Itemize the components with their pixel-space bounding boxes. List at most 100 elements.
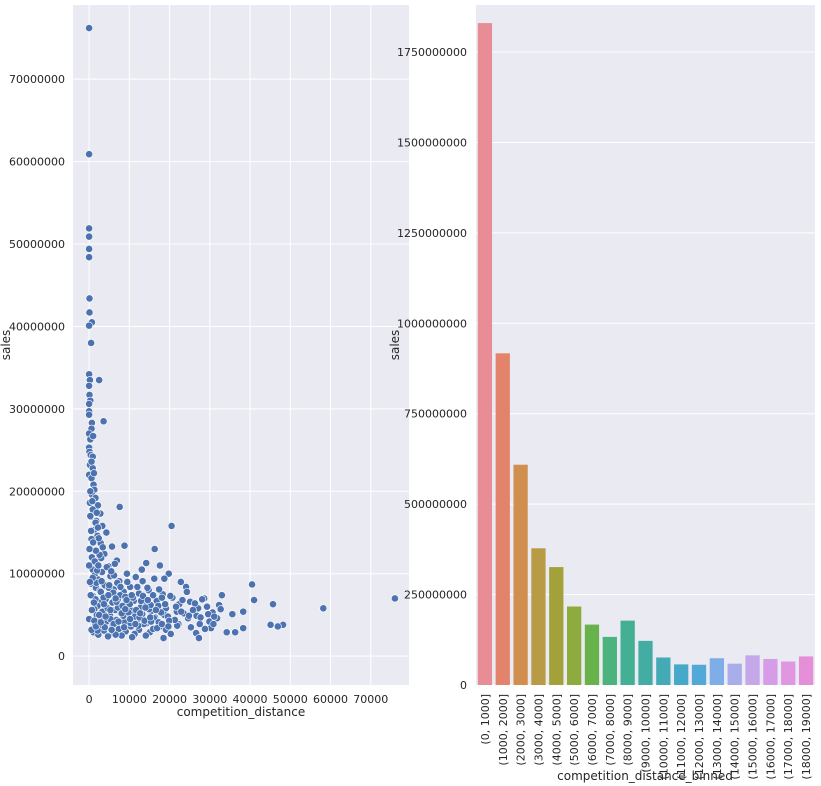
scatter-point <box>250 596 258 605</box>
bar <box>656 657 671 685</box>
bar-series <box>477 23 814 686</box>
scatter-point <box>273 622 282 631</box>
scatter-point <box>123 569 131 578</box>
scatter-point <box>99 417 108 426</box>
scatter-point <box>121 605 130 614</box>
bar <box>513 464 528 685</box>
scatter-point <box>122 596 131 605</box>
scatter-point <box>90 469 98 478</box>
scatter-point <box>114 617 123 626</box>
scatter-point <box>131 573 140 581</box>
scatter-point <box>85 308 94 317</box>
scatter-point <box>85 321 93 330</box>
scatter-y-tick-labels: 0 10000000 20000000 30000000 40000000 5000000… <box>9 73 65 663</box>
scatter-point <box>239 624 248 633</box>
scatter-point <box>195 634 203 642</box>
scatter-y-tick-label: 30000000 <box>9 403 65 416</box>
bar-y-tick-label: 1500000000 <box>397 136 467 149</box>
scatter-points <box>85 24 399 642</box>
scatter-point <box>98 543 107 552</box>
scatter-x-axis-label: competition_distance <box>177 705 306 719</box>
scatter-point <box>248 580 256 589</box>
bar-y-tick-label: 1750000000 <box>397 46 467 59</box>
bar-x-tick-labels: (0, 1000] (1000, 2000] (2000, 3000] (3000, … <box>479 694 813 780</box>
scatter-point <box>141 603 150 612</box>
scatter-point <box>85 410 93 419</box>
scatter-point <box>216 605 225 614</box>
scatter-point <box>85 545 94 553</box>
scatter-y-tick-label: 60000000 <box>9 156 65 169</box>
scatter-point <box>123 578 132 586</box>
scatter-point <box>189 606 197 614</box>
scatter-point <box>86 487 95 496</box>
scatter-point <box>87 457 96 466</box>
scatter-point <box>126 615 135 623</box>
scatter-point <box>94 501 102 510</box>
scatter-point <box>217 591 226 600</box>
bar <box>691 664 707 685</box>
scatter-plot-panel: 0 10000 20000 30000 40000 50000 60000 70000 0 10… <box>0 5 409 719</box>
scatter-point <box>159 634 168 642</box>
scatter-point <box>137 565 146 574</box>
scatter-point <box>110 559 119 568</box>
scatter-point <box>150 574 159 583</box>
scatter-point <box>166 629 175 638</box>
scatter-point <box>86 591 95 600</box>
bar <box>549 567 564 685</box>
scatter-point <box>94 561 103 570</box>
bar <box>745 655 760 685</box>
scatter-point <box>228 610 237 619</box>
scatter-point <box>210 612 219 621</box>
scatter-x-tick-label: 70000 <box>353 693 388 706</box>
scatter-point <box>87 526 96 535</box>
scatter-point <box>151 606 160 614</box>
scatter-point <box>161 600 170 609</box>
scatter-point <box>90 598 98 607</box>
scatter-gridlines <box>73 5 409 685</box>
scatter-point <box>85 224 93 233</box>
bar-x-tick-label: (13000, 14000] <box>711 694 724 780</box>
bar-x-tick-label: (17000, 18000] <box>782 694 795 780</box>
bar-x-tick-label: (10000, 11000] <box>657 694 670 780</box>
scatter-point <box>104 632 112 641</box>
bar <box>602 636 617 685</box>
bar-y-tick-label: 1250000000 <box>397 227 467 240</box>
scatter-point <box>177 607 186 616</box>
scatter-point <box>203 602 211 611</box>
scatter-point <box>391 594 399 603</box>
scatter-point <box>89 432 98 440</box>
scatter-point <box>94 523 102 532</box>
bar-y-tick-label: 500000000 <box>404 498 467 511</box>
scatter-point <box>86 512 95 520</box>
scatter-y-tick-label: 70000000 <box>9 73 65 86</box>
bar-y-tick-label: 0 <box>460 679 467 692</box>
bar-x-tick-label: (11000, 12000] <box>675 694 688 780</box>
scatter-point <box>178 596 187 605</box>
scatter-point <box>116 583 125 591</box>
bar-x-tick-label: (1000, 2000] <box>497 694 510 766</box>
bar-x-tick-label: (3000, 4000] <box>532 694 545 766</box>
bar <box>495 353 510 685</box>
scatter-point <box>105 581 114 590</box>
scatter-point <box>107 625 116 634</box>
bar <box>709 658 725 685</box>
scatter-x-tick-label: 60000 <box>313 693 348 706</box>
scatter-point <box>269 600 277 609</box>
scatter-point <box>127 591 136 600</box>
bar-y-tick-labels: 0 250000000 500000000 750000000 1000000000 12… <box>397 46 467 692</box>
bar-y-axis-label: sales <box>388 330 402 361</box>
scatter-x-tick-label: 10000 <box>112 693 147 706</box>
scatter-point <box>133 583 142 591</box>
bar <box>781 661 796 685</box>
scatter-point <box>176 578 185 586</box>
scatter-point <box>85 245 93 253</box>
scatter-point <box>138 577 147 586</box>
bar-x-tick-label: (7000, 8000] <box>604 694 617 766</box>
scatter-point <box>92 546 100 555</box>
scatter-point <box>85 150 93 159</box>
bar-x-tick-label: (9000, 10000] <box>640 694 653 773</box>
bar-x-tick-label: (0, 1000] <box>479 694 492 745</box>
scatter-x-tick-label: 0 <box>86 693 93 706</box>
scatter-point <box>101 612 110 621</box>
